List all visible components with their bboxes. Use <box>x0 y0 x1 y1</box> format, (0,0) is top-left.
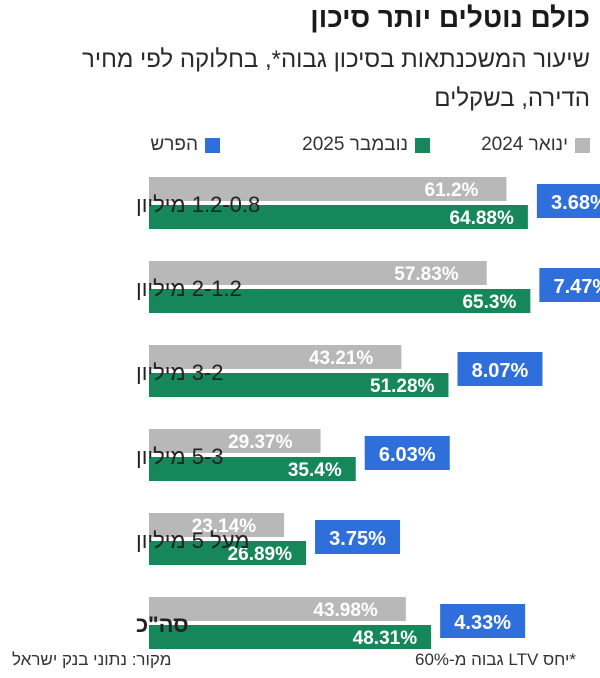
source-note: מקור: נתוני בנק ישראל <box>12 650 172 669</box>
bar-label-nov-2025: 35.4% <box>288 460 342 481</box>
legend-label-nov-2025: נובמבר 2025 <box>302 134 408 155</box>
footnote: *יחס LTV גבוה מ-60% <box>415 650 577 669</box>
legend-item-nov-2025: נובמבר 2025 <box>302 134 430 156</box>
bar-label-jan-2024: 61.2% <box>425 180 479 201</box>
bar-jan-2024 <box>149 429 321 453</box>
chart-subtitle: שיעור המשכנתאות בסיכון גבוה*, בחלוקה לפי… <box>82 46 590 112</box>
diff-label: 3.68% <box>551 192 600 214</box>
bar-jan-2024 <box>149 345 402 369</box>
bar-nov-2025 <box>149 373 449 397</box>
category-label: מעל 5 מיליון <box>136 528 249 553</box>
bar-jan-2024 <box>149 177 507 201</box>
bar-label-jan-2024: 43.98% <box>313 600 378 621</box>
legend-label-jan-2024: ינואר 2024 <box>481 134 568 155</box>
diff-label: 7.47% <box>553 276 600 298</box>
bar-nov-2025 <box>149 457 356 481</box>
bar-jan-2024 <box>149 597 406 621</box>
bar-nov-2025 <box>149 541 307 565</box>
category-label: 5-3 מיליון <box>136 444 224 469</box>
category-label: 1.2-0.8 מיליון <box>136 192 260 217</box>
legend-swatch-nov-2025 <box>415 137 430 153</box>
chart-title: כולם נוטלים יותר סיכון <box>310 2 590 33</box>
bar-label-jan-2024: 23.14% <box>192 516 257 537</box>
legend-swatch-diff <box>205 137 220 153</box>
diff-label: 4.33% <box>454 612 511 634</box>
bar-label-jan-2024: 43.21% <box>309 348 374 369</box>
category-label: 3-2 מיליון <box>136 360 224 385</box>
diff-box <box>536 184 600 218</box>
bar-label-nov-2025: 26.89% <box>228 544 293 565</box>
diff-box <box>440 604 526 638</box>
category-label: סה"כ <box>136 612 189 637</box>
bar-label-nov-2025: 51.28% <box>370 376 435 397</box>
diff-label: 3.75% <box>329 528 386 550</box>
bar-jan-2024 <box>149 513 285 537</box>
legend-swatch-jan-2024 <box>575 137 590 153</box>
diff-label: 8.07% <box>472 360 529 382</box>
bar-jan-2024 <box>149 261 487 285</box>
diff-label: 6.03% <box>379 444 436 466</box>
diff-box <box>539 268 600 302</box>
legend-label-diff: הפרש <box>150 134 198 155</box>
bar-label-nov-2025: 48.31% <box>353 628 418 649</box>
diff-box <box>315 520 401 554</box>
bar-nov-2025 <box>149 625 432 649</box>
bar-label-jan-2024: 29.37% <box>228 432 293 453</box>
legend-item-jan-2024: ינואר 2024 <box>481 134 590 156</box>
diff-box <box>364 436 450 470</box>
category-label: 2-1.2 מיליון <box>136 276 242 301</box>
bar-nov-2025 <box>149 289 531 313</box>
legend-item-diff: הפרש <box>150 134 220 156</box>
bar-label-nov-2025: 64.88% <box>449 208 514 229</box>
bar-nov-2025 <box>149 205 528 229</box>
bar-label-jan-2024: 57.83% <box>394 264 459 285</box>
diff-box <box>457 352 543 386</box>
legend: ינואר 2024 נובמבר 2025 הפרש <box>10 134 590 160</box>
bar-label-nov-2025: 65.3% <box>462 292 516 313</box>
